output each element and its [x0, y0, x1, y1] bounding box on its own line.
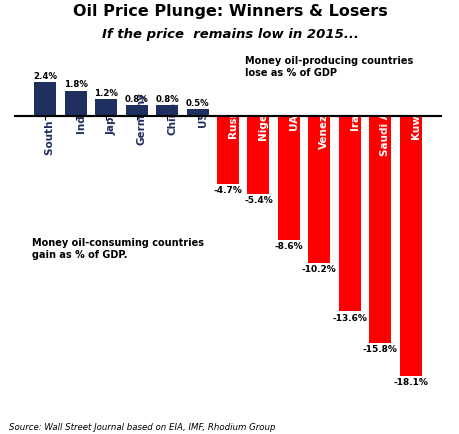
Text: Money oil-consuming countries
gain as % of GDP.: Money oil-consuming countries gain as % …: [32, 238, 203, 260]
Bar: [247, 116, 269, 194]
Bar: [308, 116, 330, 263]
Text: -18.1%: -18.1%: [392, 378, 427, 387]
Text: India: India: [76, 104, 85, 133]
Text: Source: Wall Street Journal based on EIA, IMF, Rhodium Group: Source: Wall Street Journal based on EIA…: [9, 423, 275, 432]
Text: 0.8%: 0.8%: [124, 95, 148, 104]
Text: 1.8%: 1.8%: [64, 80, 88, 89]
Bar: [95, 99, 117, 116]
Bar: [277, 116, 299, 240]
Bar: [217, 116, 238, 184]
Text: UAE: UAE: [288, 107, 298, 130]
Text: Kuwait: Kuwait: [410, 98, 420, 139]
Text: Nigeria: Nigeria: [258, 97, 268, 140]
Text: -13.6%: -13.6%: [331, 313, 366, 322]
Text: 0.5%: 0.5%: [185, 99, 209, 108]
Text: 0.8%: 0.8%: [155, 95, 179, 104]
Text: -15.8%: -15.8%: [362, 345, 397, 354]
Text: Iraq: Iraq: [349, 107, 359, 130]
Text: Venezuela: Venezuela: [319, 89, 329, 149]
Text: -8.6%: -8.6%: [274, 242, 302, 251]
Text: Money oil-producing countries
lose as % of GDP: Money oil-producing countries lose as % …: [244, 56, 412, 78]
Text: Saudi Arabia: Saudi Arabia: [380, 81, 389, 156]
Bar: [186, 109, 208, 116]
Bar: [399, 116, 421, 376]
Bar: [156, 105, 178, 116]
Text: Japan: Japan: [106, 102, 116, 135]
Text: Russia: Russia: [228, 99, 237, 138]
Text: South Korea: South Korea: [45, 82, 55, 155]
Text: US: US: [197, 111, 207, 127]
Text: -5.4%: -5.4%: [244, 196, 272, 205]
Text: 2.4%: 2.4%: [33, 72, 57, 81]
Bar: [338, 116, 360, 311]
Text: If the price  remains low in 2015...: If the price remains low in 2015...: [101, 28, 358, 41]
Bar: [369, 116, 390, 343]
Text: 1.2%: 1.2%: [94, 89, 118, 98]
Text: -10.2%: -10.2%: [301, 265, 336, 274]
Bar: [65, 91, 87, 116]
Text: Germany: Germany: [136, 92, 146, 145]
Text: Oil Price Plunge: Winners & Losers: Oil Price Plunge: Winners & Losers: [73, 4, 386, 20]
Bar: [34, 82, 56, 116]
Bar: [125, 105, 147, 116]
Text: China: China: [167, 102, 177, 135]
Text: -4.7%: -4.7%: [213, 186, 242, 195]
